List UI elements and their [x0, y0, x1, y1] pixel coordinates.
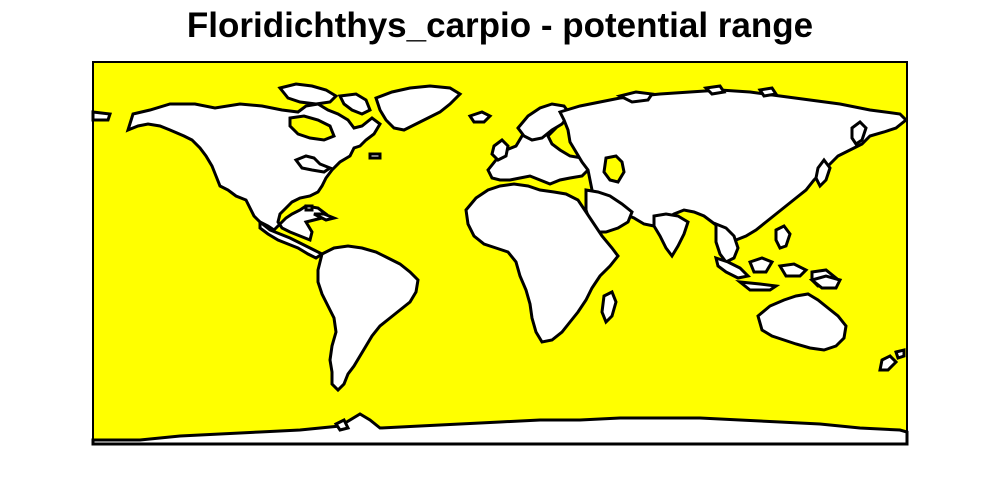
land-indonesia	[713, 255, 839, 292]
land-madagascar	[600, 289, 618, 325]
land-greenland	[374, 84, 463, 132]
land-baffin-island	[337, 92, 372, 116]
land-caspian-sea	[602, 154, 626, 184]
land-siberian-islands	[615, 84, 779, 104]
land-australia	[756, 292, 848, 352]
land-antarctica	[91, 412, 909, 446]
land-caribbean-islands	[304, 204, 339, 222]
land-india	[652, 212, 690, 259]
land-newfoundland	[368, 152, 382, 160]
land-southeast-asia	[714, 221, 740, 264]
land-arctic-islands	[277, 82, 339, 106]
land-iceland	[467, 110, 493, 124]
land-british-isles	[490, 138, 510, 162]
land-masses	[91, 82, 909, 446]
land-africa	[464, 182, 620, 344]
map-title: Floridichthys_carpio - potential range	[186, 6, 814, 45]
land-south-america	[316, 244, 420, 393]
land-great-lakes	[293, 154, 334, 174]
land-arctic-edge-strip	[91, 110, 113, 122]
map-frame	[92, 61, 908, 445]
land-hudson-bay	[288, 114, 336, 142]
land-philippines	[774, 224, 792, 250]
land-subantarctic-islands	[333, 417, 351, 432]
land-new-zealand	[878, 348, 906, 372]
land-new-guinea	[808, 274, 843, 290]
land-central-america	[258, 218, 325, 260]
land-japan	[814, 157, 832, 189]
land-kamchatka	[850, 120, 868, 147]
